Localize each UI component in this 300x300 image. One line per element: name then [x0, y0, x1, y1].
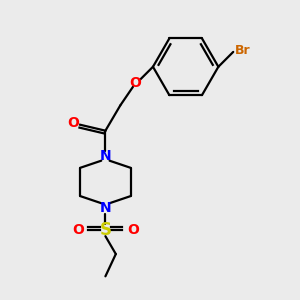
- Text: N: N: [100, 201, 111, 215]
- Text: S: S: [99, 221, 111, 239]
- Text: O: O: [129, 76, 141, 90]
- Text: O: O: [68, 116, 80, 130]
- Text: O: O: [127, 223, 139, 237]
- Text: O: O: [72, 223, 84, 237]
- Text: Br: Br: [235, 44, 250, 57]
- Text: N: N: [100, 149, 111, 163]
